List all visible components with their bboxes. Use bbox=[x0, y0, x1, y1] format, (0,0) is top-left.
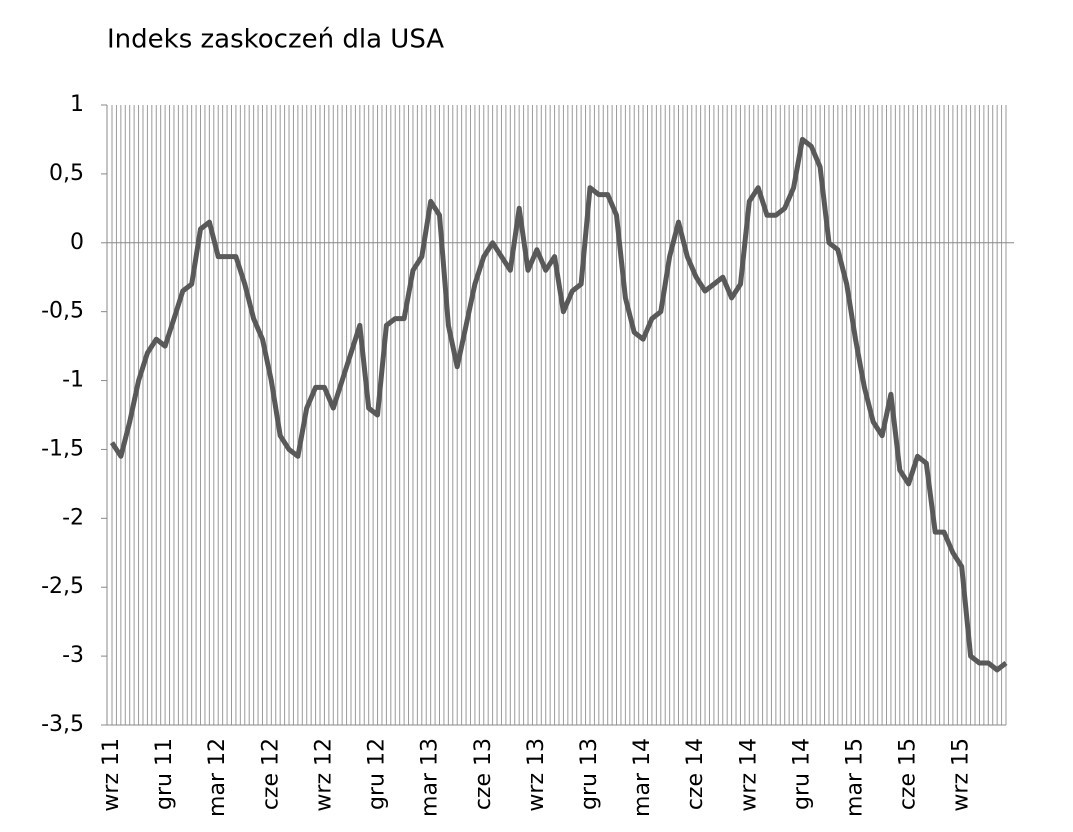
x-tick-label: gru 14 bbox=[789, 738, 814, 810]
x-tick-label: wrz 12 bbox=[311, 738, 336, 812]
y-tick-label: -2,5 bbox=[41, 574, 84, 599]
x-tick-label: mar 15 bbox=[843, 738, 868, 817]
x-tick-label: cze 14 bbox=[683, 738, 708, 810]
chart-title: Indeks zaskoczeń dla USA bbox=[107, 25, 444, 55]
y-tick-label: -2 bbox=[62, 505, 84, 530]
y-tick-label: 0,5 bbox=[49, 161, 84, 186]
x-tick-label: wrz 13 bbox=[524, 738, 549, 812]
y-tick-label: -1,5 bbox=[41, 436, 84, 461]
x-tick-label: cze 13 bbox=[471, 738, 496, 810]
x-tick-label: cze 15 bbox=[896, 738, 921, 810]
y-tick-label: -3 bbox=[62, 643, 84, 668]
x-tick-label: wrz 11 bbox=[99, 738, 124, 812]
x-tick-label: mar 13 bbox=[418, 738, 443, 817]
y-tick-label: -1 bbox=[62, 368, 84, 393]
x-tick-label: gru 12 bbox=[365, 738, 390, 810]
x-tick-label: gru 11 bbox=[152, 738, 177, 810]
x-tick-label: wrz 15 bbox=[949, 738, 974, 812]
y-tick-label: -3,5 bbox=[41, 712, 84, 737]
data-line bbox=[109, 136, 1008, 673]
x-tick-label: mar 14 bbox=[630, 738, 655, 817]
x-tick-label: cze 12 bbox=[258, 738, 283, 810]
y-tick-label: -0,5 bbox=[41, 299, 84, 324]
x-tick-label: gru 13 bbox=[577, 738, 602, 810]
x-tick-label: wrz 14 bbox=[736, 738, 761, 812]
x-tick-label: mar 12 bbox=[205, 738, 230, 817]
y-tick-label: 0 bbox=[70, 230, 84, 255]
y-tick-label: 1 bbox=[70, 92, 84, 117]
